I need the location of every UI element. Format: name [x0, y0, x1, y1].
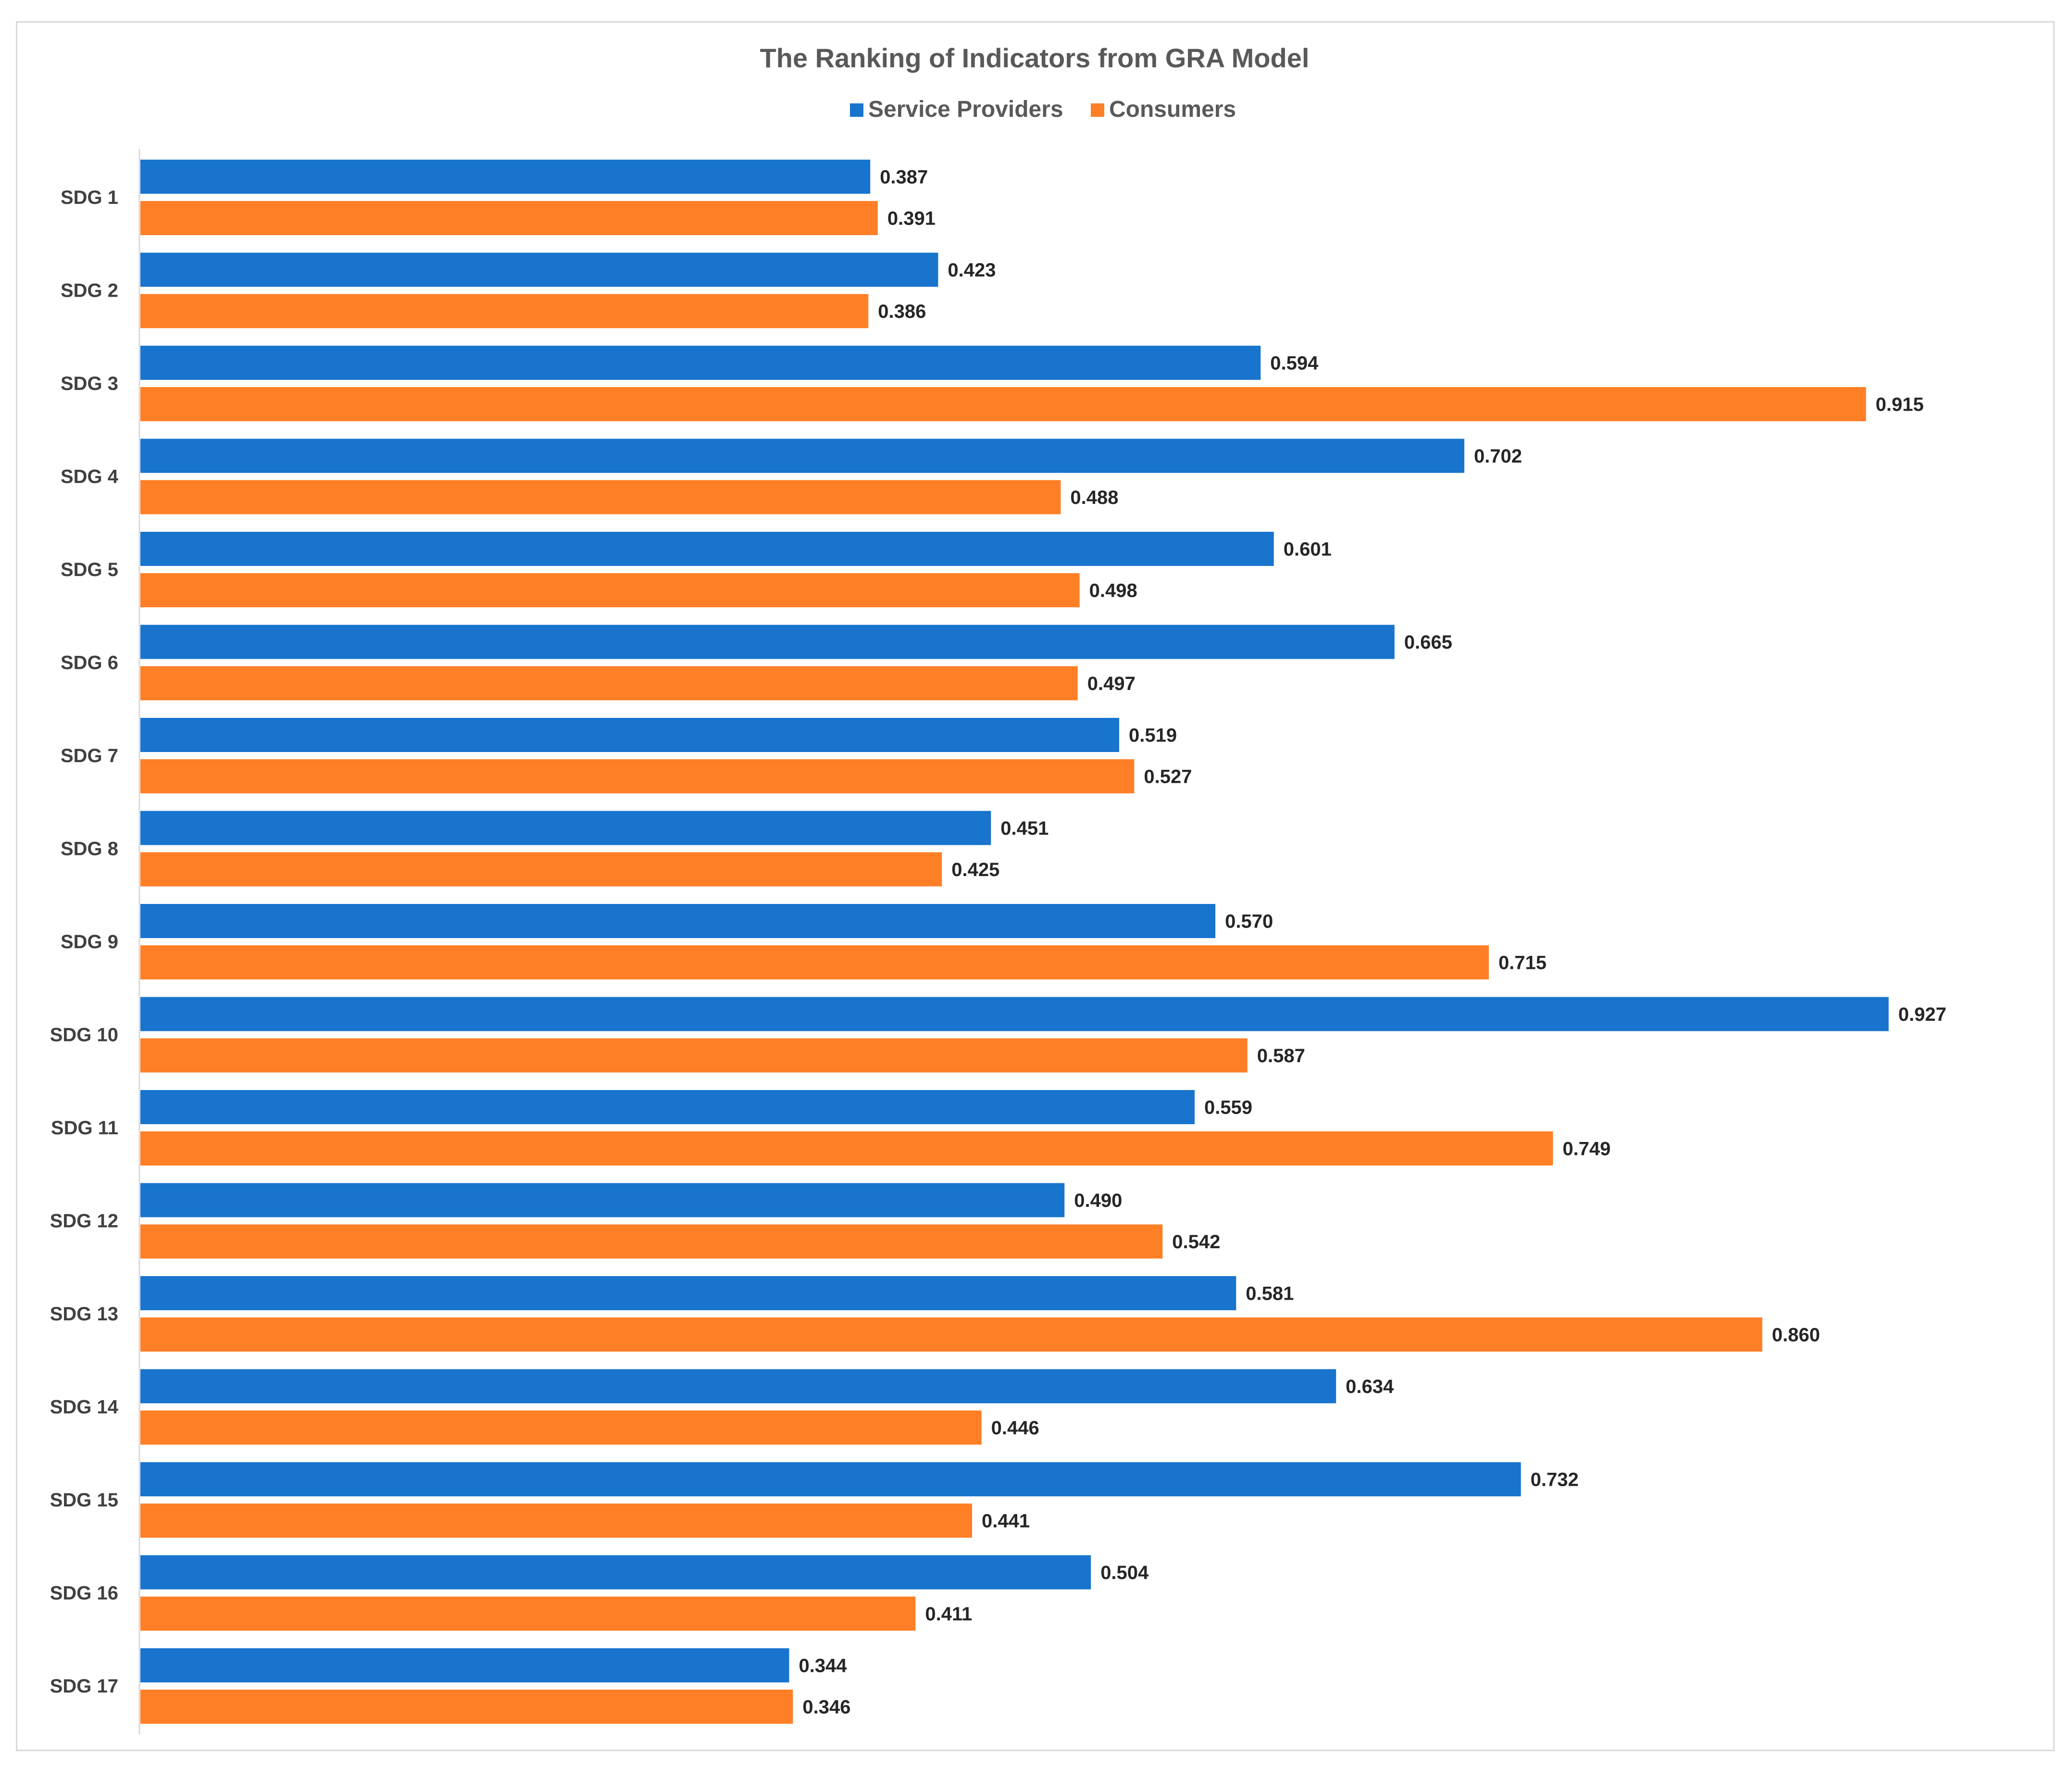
category-label-sdg-9: SDG 9 — [61, 931, 118, 953]
bars-group: SDG 1 0.387 0.391 SDG 2 0.423 0.386 SDG 3 0.594… — [50, 160, 1947, 1724]
bar-consumers-sdg-16 — [140, 1596, 916, 1631]
bar-consumers-sdg-8 — [140, 852, 942, 887]
category-label-sdg-3: SDG 3 — [61, 373, 118, 394]
bar-consumers-sdg-12 — [140, 1224, 1163, 1259]
legend-swatch-service-providers — [850, 103, 863, 117]
bar-service-providers-sdg-10 — [140, 997, 1889, 1031]
data-label-consumers-sdg-6: 0.497 — [1087, 673, 1136, 694]
data-label-service-providers-sdg-4: 0.702 — [1474, 446, 1522, 467]
legend-swatch-consumers — [1091, 103, 1104, 117]
bar-service-providers-sdg-16 — [140, 1555, 1091, 1590]
data-label-consumers-sdg-2: 0.386 — [878, 301, 926, 322]
data-label-service-providers-sdg-3: 0.594 — [1270, 353, 1319, 374]
data-label-consumers-sdg-16: 0.411 — [925, 1604, 972, 1625]
category-label-sdg-7: SDG 7 — [61, 745, 118, 766]
data-label-service-providers-sdg-12: 0.490 — [1074, 1190, 1122, 1211]
bar-service-providers-sdg-6 — [140, 625, 1395, 659]
data-label-consumers-sdg-13: 0.860 — [1772, 1325, 1820, 1346]
bar-service-providers-sdg-1 — [140, 160, 871, 194]
data-label-consumers-sdg-9: 0.715 — [1498, 953, 1547, 974]
data-label-service-providers-sdg-8: 0.451 — [1000, 818, 1048, 839]
data-label-service-providers-sdg-5: 0.601 — [1284, 539, 1332, 560]
data-label-consumers-sdg-7: 0.527 — [1144, 766, 1192, 788]
bar-service-providers-sdg-3 — [140, 346, 1261, 380]
bar-consumers-sdg-7 — [140, 759, 1135, 793]
data-label-consumers-sdg-14: 0.446 — [991, 1417, 1039, 1439]
bar-consumers-sdg-10 — [140, 1038, 1248, 1073]
category-label-sdg-11: SDG 11 — [51, 1117, 118, 1139]
chart-frame: The Ranking of Indicators from GRA Model… — [16, 21, 2055, 1751]
data-label-service-providers-sdg-14: 0.634 — [1346, 1376, 1394, 1397]
data-label-consumers-sdg-11: 0.749 — [1562, 1139, 1610, 1160]
bar-service-providers-sdg-11 — [140, 1090, 1195, 1124]
bar-consumers-sdg-13 — [140, 1317, 1762, 1352]
data-label-service-providers-sdg-9: 0.570 — [1225, 911, 1273, 932]
chart-title: The Ranking of Indicators from GRA Model — [760, 43, 1310, 73]
legend-label-consumers: Consumers — [1109, 97, 1236, 122]
bar-consumers-sdg-11 — [140, 1131, 1553, 1166]
bar-consumers-sdg-2 — [140, 294, 869, 328]
category-label-sdg-5: SDG 5 — [61, 559, 118, 580]
data-label-service-providers-sdg-2: 0.423 — [948, 260, 996, 281]
data-label-service-providers-sdg-17: 0.344 — [799, 1655, 848, 1677]
data-label-consumers-sdg-15: 0.441 — [982, 1511, 1030, 1532]
data-label-service-providers-sdg-6: 0.665 — [1404, 632, 1452, 653]
bar-consumers-sdg-14 — [140, 1410, 982, 1445]
data-label-service-providers-sdg-10: 0.927 — [1898, 1004, 1947, 1025]
bar-service-providers-sdg-2 — [140, 252, 938, 287]
bar-service-providers-sdg-13 — [140, 1276, 1236, 1310]
category-label-sdg-10: SDG 10 — [50, 1025, 118, 1046]
bar-chart: The Ranking of Indicators from GRA Model… — [50, 43, 1947, 1734]
legend: Service Providers Consumers — [850, 97, 1236, 122]
bar-service-providers-sdg-8 — [140, 811, 991, 845]
bar-consumers-sdg-1 — [140, 201, 878, 235]
data-label-consumers-sdg-4: 0.488 — [1070, 487, 1118, 508]
bar-service-providers-sdg-5 — [140, 532, 1274, 566]
bar-service-providers-sdg-7 — [140, 718, 1120, 752]
bar-consumers-sdg-9 — [140, 945, 1489, 979]
bar-consumers-sdg-6 — [140, 666, 1078, 701]
category-label-sdg-2: SDG 2 — [61, 280, 118, 301]
data-label-service-providers-sdg-13: 0.581 — [1246, 1283, 1294, 1304]
bar-service-providers-sdg-17 — [140, 1648, 789, 1682]
bar-consumers-sdg-15 — [140, 1504, 973, 1538]
bar-consumers-sdg-17 — [140, 1690, 793, 1724]
bar-service-providers-sdg-9 — [140, 904, 1216, 938]
bar-service-providers-sdg-12 — [140, 1183, 1065, 1217]
data-label-service-providers-sdg-11: 0.559 — [1204, 1097, 1252, 1118]
category-label-sdg-13: SDG 13 — [50, 1304, 118, 1325]
data-label-consumers-sdg-12: 0.542 — [1172, 1231, 1220, 1253]
bar-service-providers-sdg-15 — [140, 1462, 1521, 1496]
data-label-consumers-sdg-5: 0.498 — [1089, 580, 1137, 602]
category-label-sdg-4: SDG 4 — [61, 466, 119, 488]
data-label-service-providers-sdg-7: 0.519 — [1129, 725, 1177, 746]
category-label-sdg-6: SDG 6 — [61, 652, 118, 674]
category-label-sdg-15: SDG 15 — [50, 1490, 118, 1511]
data-label-consumers-sdg-10: 0.587 — [1257, 1045, 1305, 1066]
category-label-sdg-12: SDG 12 — [50, 1211, 118, 1232]
data-label-service-providers-sdg-1: 0.387 — [880, 167, 928, 188]
category-label-sdg-1: SDG 1 — [61, 187, 118, 208]
category-label-sdg-8: SDG 8 — [61, 839, 118, 860]
bar-service-providers-sdg-14 — [140, 1369, 1336, 1404]
data-label-service-providers-sdg-15: 0.732 — [1531, 1469, 1579, 1491]
bar-consumers-sdg-4 — [140, 480, 1061, 514]
data-label-consumers-sdg-17: 0.346 — [802, 1697, 850, 1718]
data-label-consumers-sdg-1: 0.391 — [887, 208, 936, 229]
data-label-consumers-sdg-3: 0.915 — [1876, 394, 1924, 415]
data-label-service-providers-sdg-16: 0.504 — [1100, 1562, 1149, 1583]
bar-consumers-sdg-5 — [140, 573, 1080, 607]
bar-consumers-sdg-3 — [140, 387, 1866, 421]
category-label-sdg-14: SDG 14 — [50, 1397, 119, 1418]
category-label-sdg-16: SDG 16 — [50, 1583, 118, 1604]
data-label-consumers-sdg-8: 0.425 — [951, 859, 999, 880]
category-label-sdg-17: SDG 17 — [50, 1676, 118, 1697]
bar-service-providers-sdg-4 — [140, 439, 1464, 473]
legend-label-service-providers: Service Providers — [868, 97, 1063, 122]
